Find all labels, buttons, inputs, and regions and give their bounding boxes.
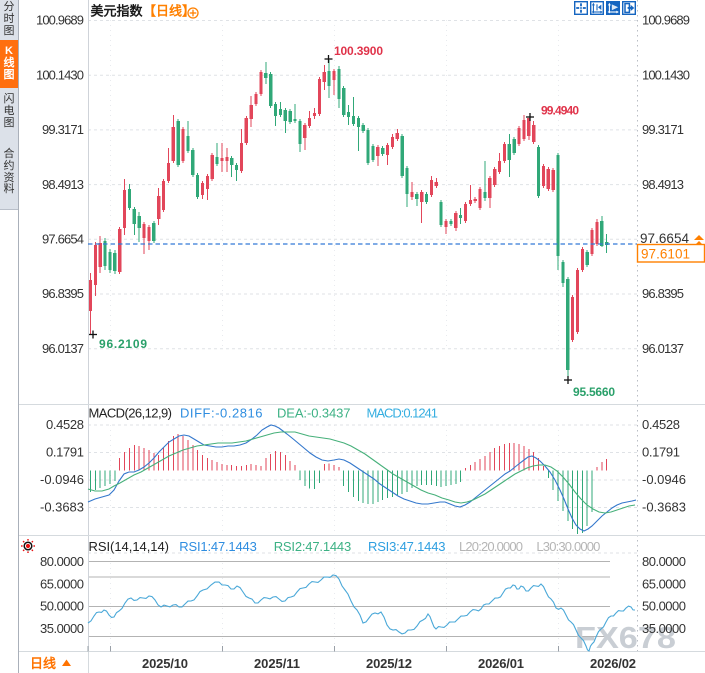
svg-text:80.0000: 80.0000 [642, 554, 686, 569]
svg-text:【日线】: 【日线】 [143, 4, 195, 19]
svg-text:97.6654: 97.6654 [42, 232, 84, 247]
svg-text:65.0000: 65.0000 [642, 577, 686, 592]
svg-text:80.0000: 80.0000 [40, 554, 84, 569]
svg-text:RSI(14,14,14): RSI(14,14,14) [89, 539, 170, 554]
svg-text:0.1791: 0.1791 [642, 445, 680, 460]
svg-text:100.9689: 100.9689 [36, 13, 84, 28]
svg-text:96.0137: 96.0137 [42, 341, 84, 356]
svg-text:-0.3683: -0.3683 [40, 500, 84, 515]
svg-text:100.1430: 100.1430 [36, 67, 84, 82]
svg-text:DEA:-0.3437: DEA:-0.3437 [277, 406, 351, 421]
svg-text:99.3171: 99.3171 [642, 122, 684, 137]
svg-text:RSI2:47.1443: RSI2:47.1443 [274, 539, 352, 554]
svg-text:100.9689: 100.9689 [642, 13, 690, 28]
svg-text:50.0000: 50.0000 [40, 599, 84, 614]
svg-text:99.4940: 99.4940 [541, 104, 579, 118]
svg-text:35.0000: 35.0000 [40, 621, 84, 636]
svg-text:L20:20.0000: L20:20.0000 [459, 539, 523, 554]
svg-text:95.5660: 95.5660 [573, 385, 615, 399]
svg-text:99.3171: 99.3171 [42, 122, 84, 137]
svg-text:2025/11: 2025/11 [254, 656, 300, 671]
svg-text:-0.0946: -0.0946 [40, 472, 84, 487]
svg-text:RSI3:47.1443: RSI3:47.1443 [368, 539, 446, 554]
svg-text:MACD:0.1241: MACD:0.1241 [367, 406, 439, 421]
svg-text:100.1430: 100.1430 [642, 67, 690, 82]
svg-text:DIFF:-0.2816: DIFF:-0.2816 [180, 406, 263, 421]
svg-text:0.4528: 0.4528 [642, 417, 680, 432]
svg-text:96.8395: 96.8395 [42, 286, 84, 301]
svg-text:-0.3683: -0.3683 [642, 500, 686, 515]
svg-text:2025/10: 2025/10 [142, 656, 188, 671]
svg-text:98.4913: 98.4913 [642, 177, 684, 192]
svg-text:MACD(26,12,9): MACD(26,12,9) [89, 406, 173, 421]
svg-text:96.8395: 96.8395 [642, 286, 684, 301]
svg-text:65.0000: 65.0000 [40, 577, 84, 592]
svg-text:96.2109: 96.2109 [99, 337, 147, 351]
svg-text:96.0137: 96.0137 [642, 341, 684, 356]
svg-text:35.0000: 35.0000 [642, 621, 686, 636]
svg-text:100.3900: 100.3900 [334, 44, 383, 58]
svg-text:日线: 日线 [30, 656, 56, 671]
svg-text:0.4528: 0.4528 [46, 417, 84, 432]
svg-text:美元指数: 美元指数 [91, 4, 144, 19]
svg-text:L30:30.0000: L30:30.0000 [536, 539, 600, 554]
svg-text:-0.0946: -0.0946 [642, 472, 686, 487]
svg-text:2026/01: 2026/01 [478, 656, 524, 671]
svg-text:2025/12: 2025/12 [366, 656, 412, 671]
svg-text:FX678: FX678 [575, 620, 676, 655]
svg-text:50.0000: 50.0000 [642, 599, 686, 614]
svg-text:97.6654: 97.6654 [640, 231, 689, 246]
svg-text:RSI1:47.1443: RSI1:47.1443 [179, 539, 256, 554]
svg-text:98.4913: 98.4913 [42, 177, 84, 192]
svg-text:97.6101: 97.6101 [641, 247, 690, 262]
svg-text:2026/02: 2026/02 [590, 656, 636, 671]
svg-text:0.1791: 0.1791 [46, 445, 84, 460]
